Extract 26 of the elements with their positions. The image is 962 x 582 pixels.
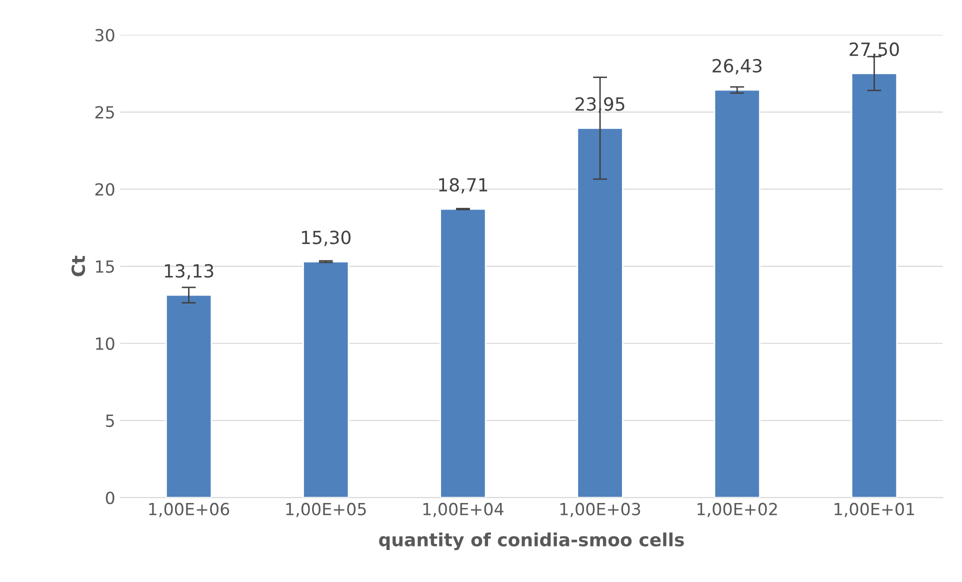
y-tick-label: 0 (106, 492, 114, 504)
x-tick-label: 1,00E+01 (834, 502, 914, 518)
y-tick-label: 20 (95, 183, 114, 196)
bar (165, 294, 212, 498)
bar (302, 260, 350, 498)
y-tick-label: 5 (106, 414, 114, 428)
x-tick-label: 1,00E+05 (286, 502, 366, 518)
data-label: 15,30 (302, 230, 351, 246)
bar (440, 208, 486, 498)
x-tick-label: 1,00E+04 (423, 502, 504, 518)
bar (714, 89, 760, 498)
bar (850, 72, 898, 498)
x-tick-label: 1,00E+03 (560, 502, 640, 518)
y-axis-title: Ct (71, 256, 86, 276)
bar (576, 128, 624, 498)
y-tick-label: 25 (95, 106, 114, 119)
data-label: 13,13 (164, 264, 214, 280)
x-tick-label: 1,00E+06 (149, 502, 230, 518)
data-label: 27,50 (850, 42, 899, 58)
x-tick-label: 1,00E+02 (698, 502, 777, 518)
data-label: 26,43 (712, 58, 762, 74)
y-tick-label: 15 (96, 260, 114, 273)
x-axis-title: quantity of conidia-smoo cells (379, 532, 684, 550)
y-tick-label: 10 (96, 337, 114, 350)
data-label: 18,71 (439, 178, 488, 194)
y-tick-label: 30 (95, 28, 114, 42)
